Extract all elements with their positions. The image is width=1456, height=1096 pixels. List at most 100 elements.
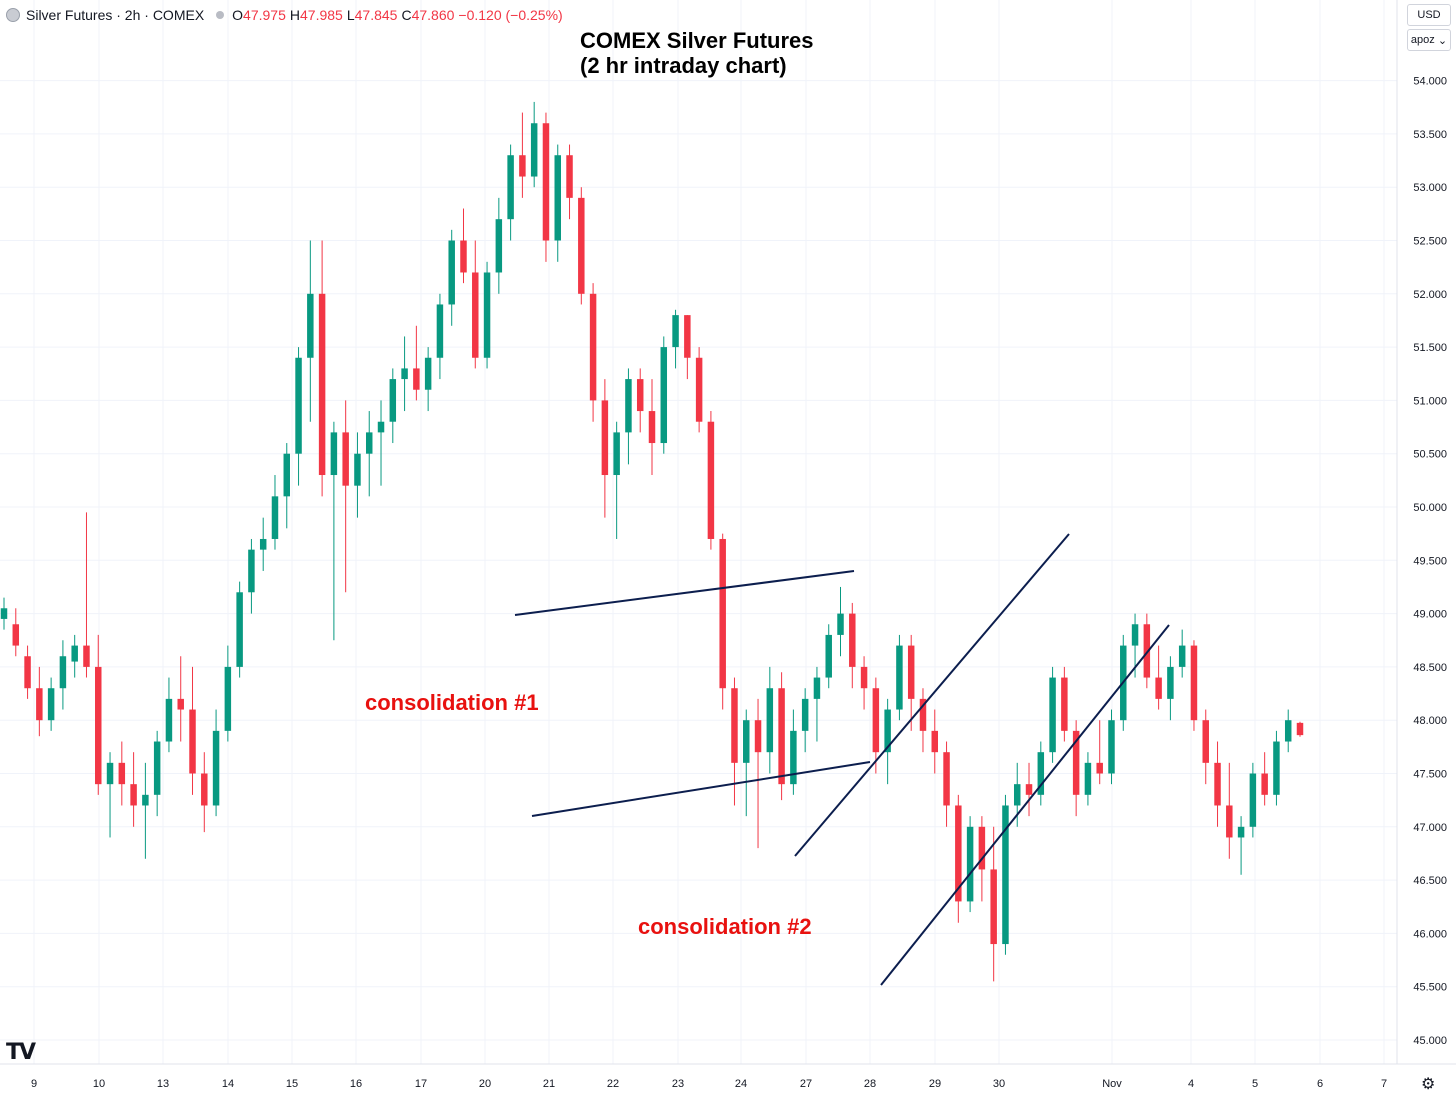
candle-body xyxy=(224,666,232,731)
candle-body xyxy=(460,240,467,273)
candle-body xyxy=(931,730,939,753)
candle-body xyxy=(801,698,809,731)
close-label: C xyxy=(401,7,412,23)
close-value: 47.860 xyxy=(411,7,455,23)
candle-body xyxy=(424,357,432,390)
candle-body xyxy=(71,645,78,662)
candle-body xyxy=(248,549,255,593)
candle-body xyxy=(130,784,137,806)
candle-body xyxy=(1226,805,1233,838)
price-tick-label: 49.500 xyxy=(1413,555,1447,567)
candle-body xyxy=(1108,720,1115,774)
silver-icon[interactable] xyxy=(6,8,20,22)
price-axis[interactable]: 54.000 53.500 53.000 52.500 52.000 51.500 51.0… xyxy=(1413,76,1447,1047)
settings-gear-icon[interactable]: ⚙ xyxy=(1421,1076,1436,1093)
open-value: 47.975 xyxy=(243,7,286,23)
candle-body xyxy=(83,645,90,667)
time-tick-label: 5 xyxy=(1252,1078,1258,1090)
candle-body xyxy=(684,315,691,358)
candle-body xyxy=(966,826,974,902)
candle-body xyxy=(165,698,173,742)
price-tick-label: 47.500 xyxy=(1413,769,1447,781)
currency-label: USD xyxy=(1417,9,1441,21)
candle-body xyxy=(707,421,715,539)
scale-label: apoz xyxy=(1410,34,1435,46)
candle-body xyxy=(625,379,632,433)
chart-title-line1: COMEX Silver Futures xyxy=(580,28,814,53)
candle-body xyxy=(142,794,149,806)
candle-body xyxy=(1190,645,1198,721)
price-tick-label: 48.000 xyxy=(1413,715,1447,727)
candle-body xyxy=(613,432,620,476)
candle-body xyxy=(1131,624,1139,646)
trendline[interactable] xyxy=(514,570,855,616)
time-tick-label: 27 xyxy=(800,1078,812,1090)
candle-body xyxy=(1049,677,1056,753)
candle-body xyxy=(519,155,526,177)
candle-body xyxy=(377,421,385,433)
candle-body xyxy=(1061,677,1068,731)
candle-body xyxy=(1013,784,1021,806)
candle-body xyxy=(307,293,314,358)
price-tick-label: 51.500 xyxy=(1413,342,1447,354)
candle-body xyxy=(389,379,397,422)
candle-body xyxy=(118,762,126,785)
candle-body xyxy=(672,315,679,348)
candle-body xyxy=(943,752,950,806)
chevron-down-icon: ⌄ xyxy=(1437,34,1448,47)
high-label: H xyxy=(289,7,300,23)
currency-button[interactable]: USD xyxy=(1407,4,1451,26)
candle-body xyxy=(648,411,656,444)
candlestick-series xyxy=(0,101,1304,982)
consolidation-2-label: consolidation #2 xyxy=(638,914,812,939)
candle-body xyxy=(495,219,503,273)
consolidation-1-label: consolidation #1 xyxy=(365,690,539,715)
candle-body xyxy=(271,496,279,539)
candle-body xyxy=(860,666,868,689)
price-tick-label: 54.000 xyxy=(1413,76,1447,88)
candle-body xyxy=(919,698,927,731)
candle-body xyxy=(1214,762,1221,806)
candle-body xyxy=(896,645,903,710)
candle-body xyxy=(542,123,550,241)
price-tick-label: 45.500 xyxy=(1413,982,1447,994)
candle-body xyxy=(872,688,880,753)
candle-body xyxy=(1273,741,1280,795)
trendline[interactable] xyxy=(531,761,871,817)
candle-body xyxy=(907,645,915,699)
candle-body xyxy=(849,613,856,667)
time-tick-label: 22 xyxy=(607,1078,619,1090)
candle-body xyxy=(530,123,538,177)
candle-body xyxy=(1202,720,1209,763)
trendline[interactable] xyxy=(880,624,1170,986)
candle-body xyxy=(0,608,8,619)
trendline[interactable] xyxy=(794,533,1070,857)
candle-body xyxy=(24,656,31,689)
symbol-title[interactable]: Silver Futures · 2h · COMEX xyxy=(26,7,205,23)
candle-body xyxy=(212,730,220,806)
candle-body xyxy=(436,304,444,358)
candle-body xyxy=(401,368,408,380)
market-status-icon[interactable] xyxy=(216,11,225,19)
candle-body xyxy=(731,688,738,763)
trendlines xyxy=(514,533,1170,986)
candle-body xyxy=(177,698,184,710)
candle-body xyxy=(578,197,585,294)
time-axis[interactable]: 9 10 13 14 15 16 17 20 21 22 23 24 27 28 29 30 Nov 4 5 6 7 xyxy=(31,1078,1387,1090)
candle-body xyxy=(1037,752,1045,795)
candle-body xyxy=(884,709,891,753)
candle-body xyxy=(295,357,302,454)
scale-button[interactable]: apoz ⌄ xyxy=(1407,29,1451,51)
price-tick-label: 53.000 xyxy=(1413,182,1447,194)
brand-logo[interactable]: TV xyxy=(6,1040,36,1065)
candle-body xyxy=(837,613,844,635)
candle-body xyxy=(365,432,373,454)
price-tick-label: 47.000 xyxy=(1413,822,1447,834)
candle-body xyxy=(1072,730,1080,795)
time-tick-label: 29 xyxy=(929,1078,941,1090)
time-tick-label: 17 xyxy=(415,1078,427,1090)
candle-body xyxy=(413,368,420,390)
candle-body xyxy=(201,773,208,806)
price-tick-label: 51.000 xyxy=(1413,395,1447,407)
